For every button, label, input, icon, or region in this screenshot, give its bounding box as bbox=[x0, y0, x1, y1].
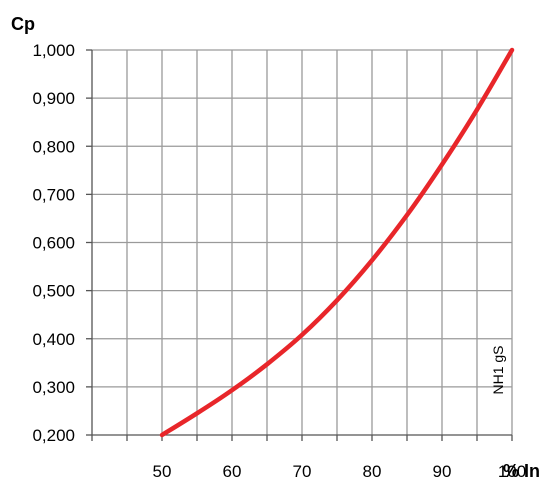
axes bbox=[86, 49, 513, 441]
series-line bbox=[159, 47, 515, 438]
x-tick-label: 90 bbox=[433, 462, 452, 481]
grid bbox=[92, 49, 513, 435]
x-tick-label: 60 bbox=[223, 462, 242, 481]
series-layer bbox=[159, 47, 515, 438]
x-tick-label: 50 bbox=[153, 462, 172, 481]
series-label: NH1 gS bbox=[490, 345, 506, 394]
y-tick-label: 0,900 bbox=[32, 89, 75, 108]
y-tick-label: 0,700 bbox=[32, 185, 75, 204]
y-tick-label: 0,600 bbox=[32, 234, 75, 253]
y-tick-label: 0,500 bbox=[32, 282, 75, 301]
x-tick-label: 70 bbox=[293, 462, 312, 481]
y-tick-label: 0,400 bbox=[32, 330, 75, 349]
y-axis-title: Cp bbox=[11, 14, 35, 34]
x-tick-label: 100 bbox=[498, 462, 526, 481]
y-tick-label: 1,000 bbox=[32, 41, 75, 60]
labels: 0,200 0,300 0,400 0,500 0,600 0,700 0,800 0,900… bbox=[11, 14, 540, 481]
y-tick-label: 0,300 bbox=[32, 378, 75, 397]
x-tick-label: 80 bbox=[363, 462, 382, 481]
y-tick-label: 0,200 bbox=[32, 426, 75, 445]
x-axis-title: % In bbox=[503, 461, 540, 481]
y-tick-label: 0,800 bbox=[32, 137, 75, 156]
